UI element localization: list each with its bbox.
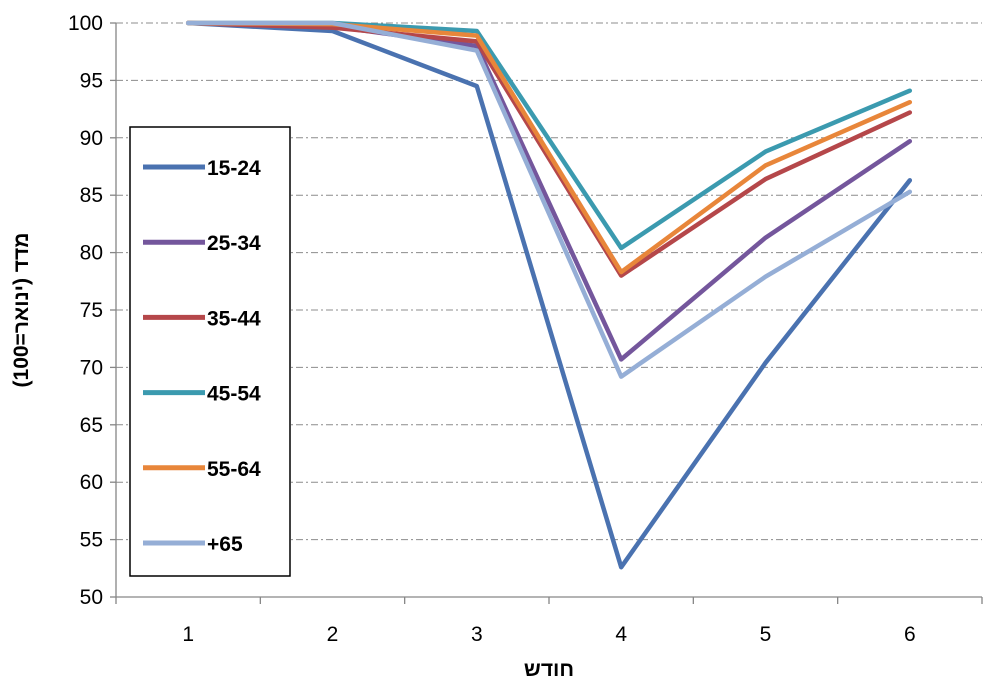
- y-tick-label: 85: [80, 184, 103, 207]
- legend-label-25-34: 25-34: [207, 232, 261, 255]
- legend-box: [129, 126, 291, 577]
- series-line-15-24: [185, 20, 913, 570]
- x-tick-label: 4: [615, 623, 627, 646]
- y-tick-label: 100: [68, 12, 103, 35]
- series-line-+65: [185, 20, 913, 379]
- y-tick-label: 60: [80, 471, 103, 494]
- x-tick-labels: 1 2 3 4 5 6: [182, 623, 915, 646]
- x-axis-title: חודש: [524, 658, 574, 681]
- y-tick-labels: 50 55 60 65 70 75 80 85 90 95 100: [68, 12, 103, 609]
- y-tick-label: 50: [80, 586, 103, 609]
- x-tick-label: 3: [471, 623, 483, 646]
- axes: [110, 22, 983, 604]
- y-tick-label: 90: [80, 127, 103, 150]
- legend-label-45-54: 45-54: [207, 383, 261, 406]
- y-tick-label: 70: [80, 356, 103, 379]
- legend-label-35-44: 35-44: [207, 307, 261, 330]
- legend-label-55-64: 55-64: [207, 458, 261, 481]
- legend: 15-24 25-34 35-44 45-54 55-64 +65: [129, 126, 291, 577]
- y-axis-title: מדד (ינואר=100): [10, 233, 33, 388]
- y-tick-label: 75: [80, 299, 103, 322]
- y-tick-label: 55: [80, 529, 103, 552]
- legend-label-15-24: 15-24: [207, 157, 261, 180]
- x-tick-label: 1: [182, 623, 194, 646]
- x-tick-label: 6: [904, 623, 916, 646]
- legend-label-+65: +65: [207, 533, 243, 556]
- series-line-55-64: [185, 20, 913, 275]
- y-tick-label: 95: [80, 69, 103, 92]
- series-line-35-44: [185, 20, 913, 278]
- series-line-25-34: [185, 20, 913, 362]
- gridlines: [116, 22, 982, 541]
- y-tick-label: 80: [80, 242, 103, 265]
- series-lines: [185, 20, 913, 570]
- x-tick-label: 2: [327, 623, 339, 646]
- y-tick-label: 65: [80, 414, 103, 437]
- x-tick-label: 5: [760, 623, 772, 646]
